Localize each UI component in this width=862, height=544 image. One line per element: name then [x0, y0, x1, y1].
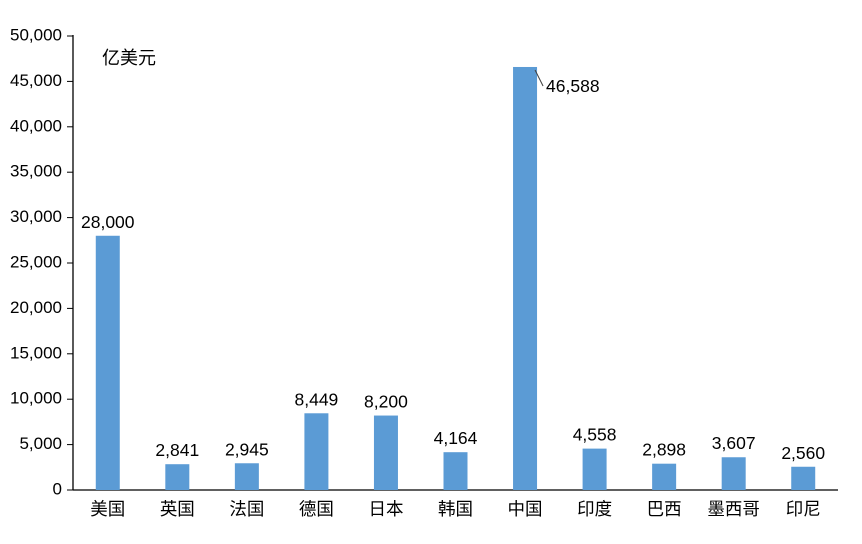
- y-axis-tick-label: 25,000: [10, 252, 62, 271]
- bar-value-label: 2,898: [642, 440, 686, 460]
- category-label: 美国: [90, 499, 125, 519]
- bar: [721, 457, 746, 490]
- bar: [582, 448, 607, 490]
- bar: [165, 464, 190, 490]
- bar-value-label: 4,558: [573, 425, 617, 445]
- category-label: 法国: [229, 499, 264, 519]
- bar: [373, 415, 398, 490]
- category-label: 韩国: [438, 499, 473, 519]
- category-label: 墨西哥: [707, 499, 760, 519]
- y-axis-tick-label: 45,000: [10, 71, 62, 90]
- bar-value-label: 2,560: [781, 443, 825, 463]
- bar-value-label: 28,000: [81, 212, 135, 232]
- callout-leader-line: [534, 69, 544, 87]
- bar: [652, 463, 677, 490]
- y-axis-tick-label: 5,000: [19, 434, 62, 453]
- bar-value-label: 2,945: [225, 439, 269, 459]
- bar-value-label: 4,164: [434, 428, 478, 448]
- category-label: 巴西: [647, 499, 682, 519]
- bar-value-label: 3,607: [712, 433, 756, 453]
- category-label: 印度: [577, 499, 612, 519]
- bar: [791, 466, 816, 490]
- category-label: 日本: [368, 499, 403, 519]
- bar: [443, 452, 468, 490]
- bar-value-label: 2,841: [155, 440, 199, 460]
- category-label: 英国: [160, 499, 195, 519]
- y-axis-tick-label: 15,000: [10, 343, 62, 362]
- bar-value-label: 46,588: [546, 76, 600, 96]
- y-axis-tick-label: 30,000: [10, 207, 62, 226]
- category-label: 中国: [508, 499, 543, 519]
- y-axis-tick-label: 0: [53, 479, 62, 498]
- bar: [513, 66, 538, 490]
- y-axis-tick-label: 35,000: [10, 162, 62, 181]
- category-label: 德国: [299, 499, 334, 519]
- bar: [304, 413, 329, 490]
- y-axis-tick-label: 20,000: [10, 298, 62, 317]
- bar-value-label: 8,449: [295, 389, 339, 409]
- bar: [234, 463, 259, 490]
- y-axis-tick-label: 40,000: [10, 116, 62, 135]
- category-label: 印尼: [786, 499, 821, 519]
- bar-value-label: 8,200: [364, 392, 408, 412]
- y-axis-tick-label: 50,000: [10, 25, 62, 44]
- y-axis-tick-label: 10,000: [10, 389, 62, 408]
- y-axis-unit-label: 亿美元: [102, 48, 156, 68]
- bar: [95, 235, 120, 490]
